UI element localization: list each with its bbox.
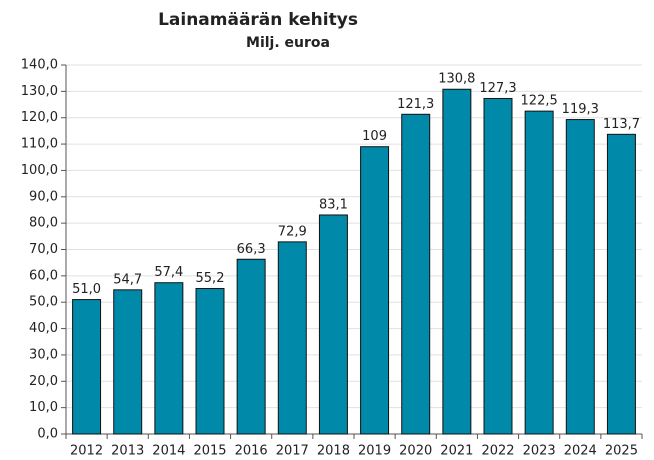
y-tick-label: 60,0 [29,268,58,283]
x-tick-label: 2015 [193,444,226,459]
x-tick-label: 2019 [358,444,391,459]
bar [318,214,348,435]
y-tick-label: 30,0 [29,347,58,362]
y-tick-label: 0,0 [37,427,58,442]
bar [154,282,184,435]
chart-subtitle: Milj. euroa [246,35,330,51]
x-tick-label: 2022 [481,444,514,459]
chart-title: Lainamäärän kehitys [158,10,358,30]
value-label: 109 [362,129,387,144]
y-tick-label: 100,0 [21,163,58,178]
bar [565,119,595,435]
x-tick-label: 2025 [605,444,638,459]
bar [401,113,431,435]
bar [72,299,102,435]
x-tick-label: 2017 [276,444,309,459]
y-tick-label: 80,0 [29,216,58,231]
value-label: 57,4 [154,265,183,280]
bar [113,289,143,435]
value-label: 121,3 [397,97,434,112]
value-label: 127,3 [479,81,516,96]
y-tick-label: 70,0 [29,242,58,257]
y-tick-label: 140,0 [21,58,58,73]
x-tick-label: 2021 [440,444,473,459]
y-tick-label: 110,0 [21,137,58,152]
x-tick-label: 2016 [235,444,268,459]
bar [524,110,554,435]
value-label: 51,0 [72,282,101,297]
x-tick-label: 2018 [317,444,350,459]
y-tick-label: 90,0 [29,189,58,204]
value-label: 83,1 [319,197,348,212]
value-label: 130,8 [438,72,475,87]
value-label: 119,3 [562,102,599,117]
bar [442,88,472,435]
y-tick-label: 20,0 [29,374,58,389]
bar [195,288,225,435]
bar [606,133,636,435]
bar [277,241,307,435]
value-label: 54,7 [113,272,142,287]
x-tick-label: 2020 [399,444,432,459]
value-label: 113,7 [603,117,640,132]
bar [360,146,390,435]
bar [483,97,513,435]
value-label: 66,3 [237,242,266,257]
y-tick-label: 40,0 [29,321,58,336]
x-tick-label: 2012 [70,444,103,459]
value-label: 122,5 [521,94,558,109]
x-tick-label: 2024 [564,444,597,459]
value-label: 55,2 [196,271,225,286]
value-label: 72,9 [278,224,307,239]
y-tick-label: 130,0 [21,84,58,99]
x-tick-label: 2013 [111,444,144,459]
y-tick-label: 50,0 [29,295,58,310]
y-tick-label: 120,0 [21,110,58,125]
bar [236,258,266,435]
x-tick-label: 2023 [523,444,556,459]
y-tick-label: 10,0 [29,400,58,415]
x-tick-label: 2014 [152,444,185,459]
